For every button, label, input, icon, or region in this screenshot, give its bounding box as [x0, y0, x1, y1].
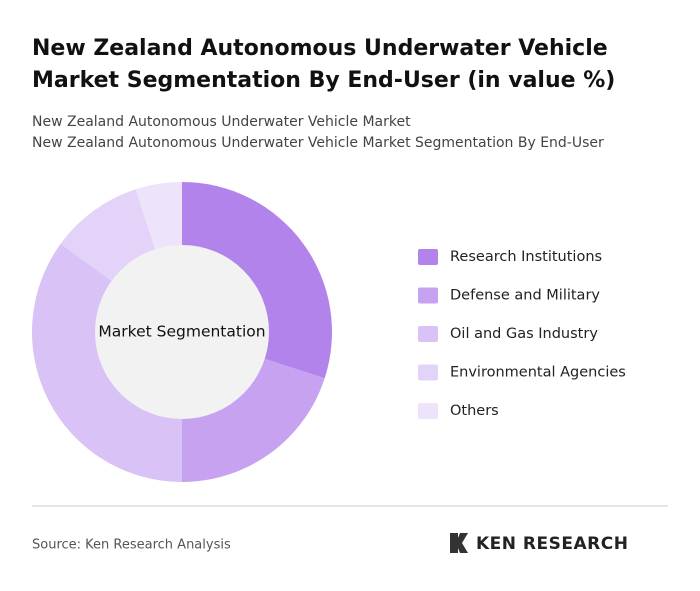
source: Source: Ken Research Analysis	[32, 538, 231, 553]
subtitle: New Zealand Autonomous Underwater Vehicl…	[32, 135, 604, 151]
legend-label: Others	[450, 403, 499, 419]
chart-title-line-1: New Zealand Autonomous Underwater Vehicl…	[32, 36, 608, 61]
legend-label: Defense and Military	[450, 288, 600, 304]
donut-center	[95, 245, 269, 419]
legend-swatch	[418, 403, 438, 419]
legend-swatch	[418, 364, 438, 381]
chart-title-line-2: Market Segmentation By End-User (in valu…	[32, 68, 615, 93]
center-label: Market Segmentation	[98, 323, 265, 341]
subtitle: New Zealand Autonomous Underwater Vehicl…	[32, 114, 411, 130]
legend-swatch	[418, 287, 438, 304]
legend-label: Research Institutions	[450, 249, 602, 265]
logo-icon	[450, 533, 468, 553]
legend-swatch	[418, 326, 438, 342]
legend-label: Oil and Gas Industry	[450, 326, 598, 342]
legend-label: Environmental Agencies	[450, 365, 626, 381]
legend-swatch	[418, 249, 438, 265]
logo-text: KEN RESEARCH	[476, 534, 628, 554]
